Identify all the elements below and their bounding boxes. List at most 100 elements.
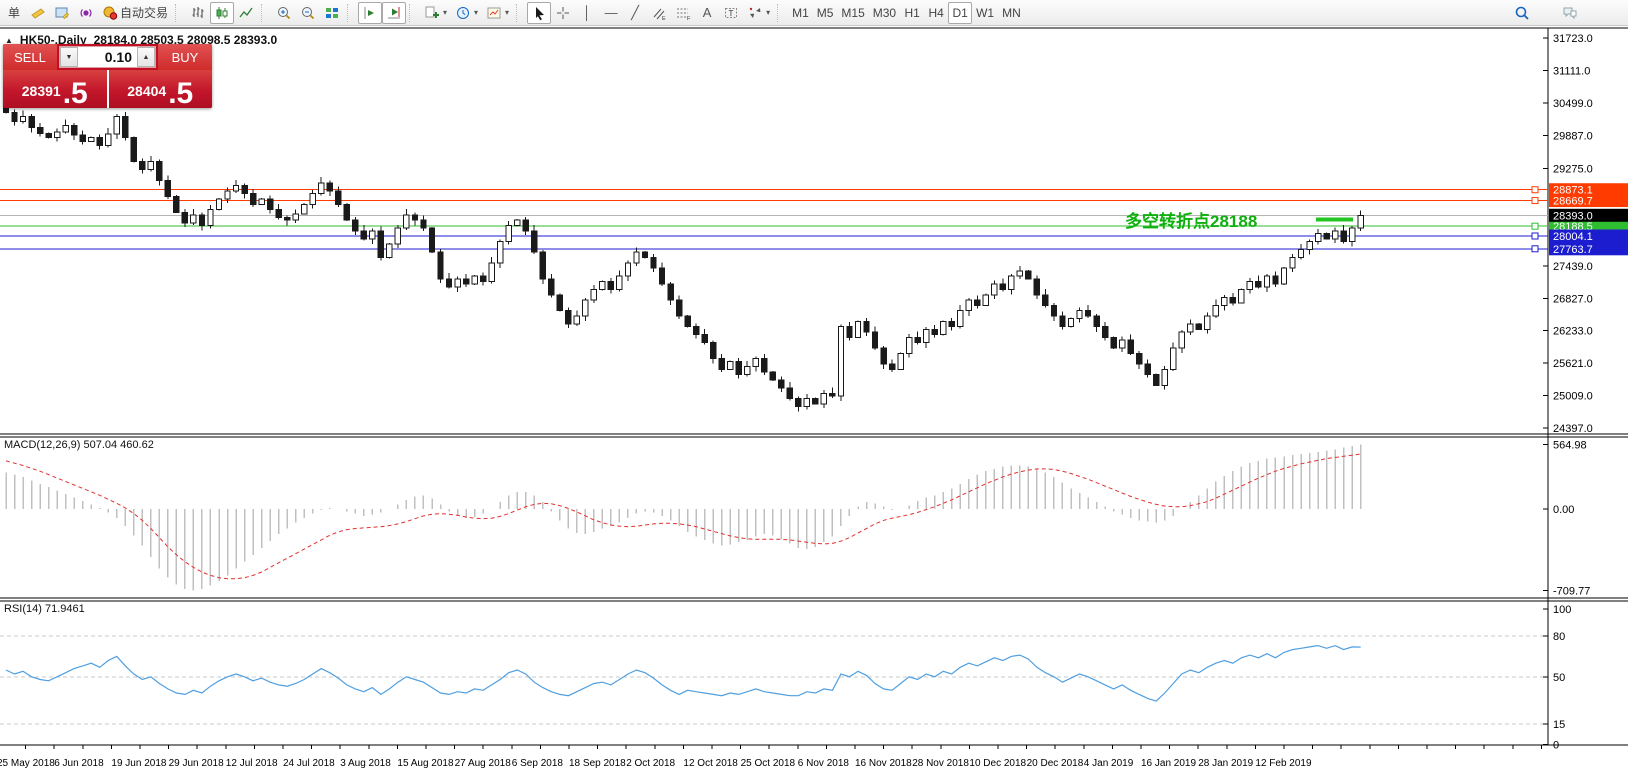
tile-windows-icon [326, 7, 339, 18]
level-line-handle[interactable] [1531, 245, 1539, 253]
candle-body [1161, 368, 1168, 386]
buy-button[interactable]: BUY [158, 44, 212, 70]
candle-body [1153, 374, 1160, 386]
collapse-ohlc-button[interactable]: ▲ [5, 35, 13, 45]
text-label-icon[interactable]: T [719, 2, 743, 24]
svg-text:T: T [729, 9, 734, 18]
level-line-handle[interactable] [1531, 222, 1539, 230]
arrows-button-dropdown-icon[interactable]: ▾ [766, 8, 771, 17]
cursor-icon [536, 6, 545, 20]
sell-price[interactable]: 28391 .5 [3, 70, 109, 108]
crosshair-icon[interactable] [551, 2, 575, 24]
candle-body [275, 209, 282, 219]
metaeditor-icon[interactable] [50, 2, 74, 24]
zoom-out-icon [302, 6, 315, 19]
templates-button-dropdown-icon[interactable]: ▾ [505, 8, 510, 17]
timeframe-m1[interactable]: M1 [788, 2, 813, 24]
candle-body [113, 115, 120, 135]
timeframe-w1-label: W1 [976, 5, 995, 20]
pivot-trend-segment[interactable] [1316, 217, 1353, 222]
zoom-out-icon[interactable] [296, 2, 320, 24]
price-tick-label: 30499.0 [1553, 98, 1593, 110]
horizontal-line-icon[interactable]: — [599, 2, 623, 24]
candle-body [1187, 323, 1194, 333]
candle-body [974, 299, 981, 306]
timeframe-w1[interactable]: W1 [972, 2, 998, 24]
volume-increase-button[interactable]: ▲ [137, 47, 155, 67]
timeframe-h1-label: H1 [904, 5, 920, 20]
date-label: 4 Jan 2019 [1084, 758, 1134, 769]
date-label: 27 Aug 2018 [455, 758, 512, 769]
autotrading-button[interactable]: 自动交易 [98, 2, 172, 24]
equidistant-channel-icon[interactable]: E [647, 2, 671, 24]
timeframe-m5[interactable]: M5 [813, 2, 838, 24]
trendline-icon[interactable]: ╱ [623, 2, 647, 24]
periods-button-dropdown-icon[interactable]: ▾ [474, 8, 479, 17]
buy-price[interactable]: 28404 .5 [108, 70, 212, 108]
candle-body [156, 161, 163, 181]
timeframe-h4[interactable]: H4 [924, 2, 948, 24]
new-chart-button-dropdown-icon[interactable]: ▾ [443, 8, 448, 17]
zoom-in-icon[interactable] [272, 2, 296, 24]
chat-icon[interactable] [1558, 2, 1582, 24]
timeframe-m15[interactable]: M15 [837, 2, 868, 24]
periods-button[interactable]: ▾ [451, 2, 482, 24]
text-icon[interactable]: A [695, 2, 719, 24]
candle-body [837, 326, 845, 397]
tile-windows-icon[interactable] [320, 2, 344, 24]
terminal-icon [31, 7, 45, 19]
level-price-label: 27763.7 [1553, 244, 1593, 256]
candle-body [1280, 267, 1288, 285]
sell-button[interactable]: SELL [3, 44, 57, 70]
candle-body [1178, 331, 1185, 349]
level-price-label-box [1549, 229, 1628, 243]
level-line-handle[interactable] [1531, 197, 1539, 205]
vertical-line-icon[interactable]: │ [575, 2, 599, 24]
candle-body [369, 230, 376, 240]
candle-body [164, 179, 172, 197]
arrows-button[interactable]: ▾ [743, 2, 774, 24]
candle-body [437, 251, 444, 280]
cursor-icon[interactable] [527, 1, 552, 24]
bar-chart-icon[interactable] [186, 2, 210, 24]
candle-body [36, 127, 44, 134]
date-label: 29 Jun 2018 [169, 758, 224, 769]
timeframe-m30[interactable]: M30 [869, 2, 900, 24]
candle-body [1033, 278, 1041, 296]
timeframe-m5-label: M5 [816, 5, 834, 20]
signals-icon[interactable] [74, 2, 98, 24]
price-tick-label: 31111.0 [1553, 66, 1590, 78]
new-chart-button[interactable]: ▾ [420, 2, 451, 24]
chart-canvas[interactable]: 31723.0 31111.0 30499.0 29887.0 29275.0 27439… [0, 26, 1628, 774]
candle-body [292, 213, 299, 221]
bar-chart-icon [192, 6, 204, 18]
candle-body [130, 137, 138, 163]
new-order-button[interactable]: 单 [2, 2, 26, 24]
timeframe-d1[interactable]: D1 [948, 1, 973, 24]
search-icon[interactable] [1510, 2, 1534, 24]
svg-text:F: F [687, 16, 691, 21]
candle-body [991, 283, 998, 296]
volume-decrease-button[interactable]: ▼ [60, 47, 78, 67]
auto-scroll-icon[interactable] [358, 1, 383, 24]
timeframe-h1[interactable]: H1 [900, 2, 924, 24]
templates-button[interactable]: ▾ [482, 2, 513, 24]
level-line-handle[interactable] [1531, 232, 1539, 240]
fibonacci-icon[interactable]: F [671, 2, 695, 24]
chart-shift-icon[interactable] [382, 1, 407, 24]
price-tick-label: 25009.0 [1553, 390, 1593, 402]
volume-input[interactable] [78, 47, 137, 67]
candle-body [1059, 315, 1066, 328]
terminal-icon[interactable] [26, 2, 50, 24]
arrows-button [749, 7, 761, 18]
line-chart-icon[interactable] [234, 2, 258, 24]
candle-body [914, 336, 921, 344]
pivot-annotation[interactable]: 多空转折点28188 [1125, 212, 1258, 231]
level-line-handle[interactable] [1531, 186, 1539, 194]
timeframe-mn[interactable]: MN [998, 2, 1025, 24]
candle-body [1331, 230, 1339, 240]
candle-body [633, 251, 640, 264]
candle-body [846, 326, 853, 338]
candlestick-chart-icon[interactable] [210, 1, 235, 24]
text-label-icon: T [725, 7, 738, 18]
